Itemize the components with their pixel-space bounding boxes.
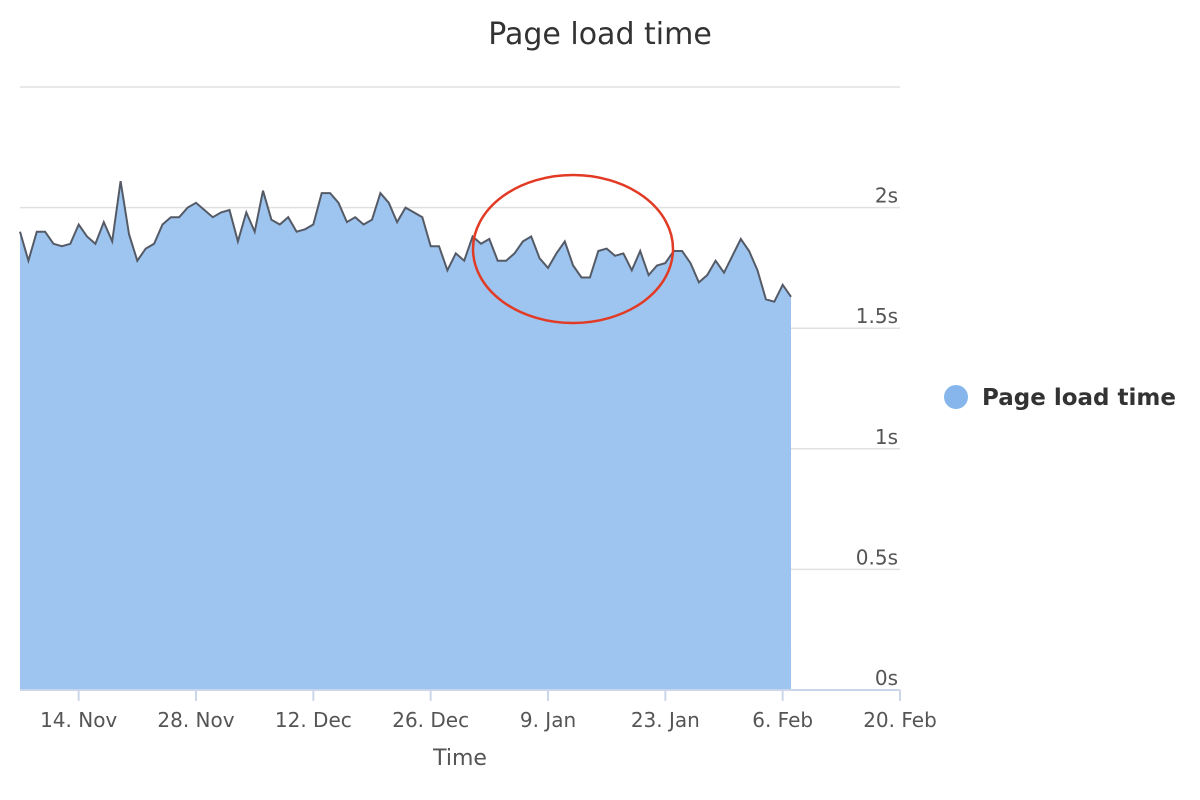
x-tick-label: 6. Feb — [752, 708, 813, 732]
x-tick-label: 28. Nov — [157, 708, 234, 732]
y-tick-label: 0.5s — [856, 545, 898, 569]
legend-label[interactable]: Page load time — [982, 385, 1176, 411]
highlight-annotation — [471, 173, 675, 325]
legend-marker[interactable] — [944, 385, 968, 409]
y-tick-label: 1.5s — [856, 304, 898, 328]
y-tick-label: 0s — [875, 666, 898, 690]
x-tick-label: 23. Jan — [631, 708, 700, 732]
x-axis-title: Time — [432, 746, 487, 771]
x-tick-label: 26. Dec — [392, 708, 469, 732]
y-tick-label: 1s — [875, 425, 898, 449]
y-tick-label: 2s — [875, 184, 898, 208]
chart-title: Page load time — [488, 17, 712, 52]
x-tick-label: 9. Jan — [520, 708, 576, 732]
area-line — [19, 180, 792, 303]
plot-area — [19, 180, 901, 701]
area-fill — [20, 181, 792, 690]
x-tick-label: 20. Feb — [863, 708, 937, 732]
x-tick-label: 12. Dec — [275, 708, 352, 732]
x-tick-label: 14. Nov — [40, 708, 117, 732]
